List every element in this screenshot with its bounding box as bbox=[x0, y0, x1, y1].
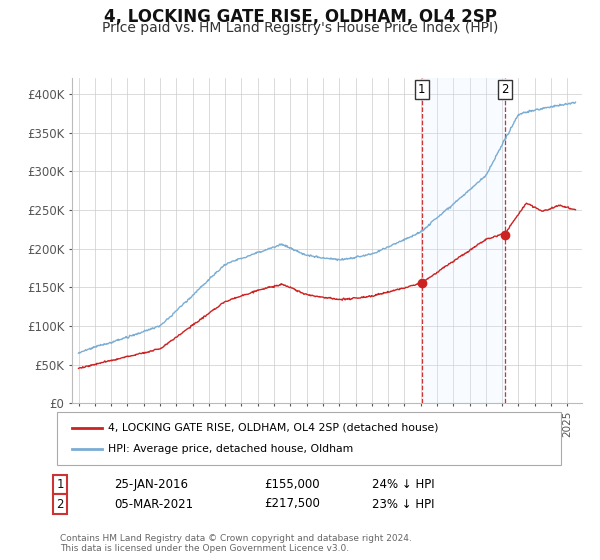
Text: 2: 2 bbox=[501, 83, 509, 96]
Bar bbox=[422, 78, 505, 403]
Text: £155,000: £155,000 bbox=[264, 478, 320, 491]
Text: 23% ↓ HPI: 23% ↓ HPI bbox=[372, 497, 434, 511]
Text: 1: 1 bbox=[418, 83, 425, 96]
Text: Contains HM Land Registry data © Crown copyright and database right 2024.
This d: Contains HM Land Registry data © Crown c… bbox=[60, 534, 412, 553]
Text: Price paid vs. HM Land Registry's House Price Index (HPI): Price paid vs. HM Land Registry's House … bbox=[102, 21, 498, 35]
Text: 25-JAN-2016: 25-JAN-2016 bbox=[114, 478, 188, 491]
Text: 4, LOCKING GATE RISE, OLDHAM, OL4 2SP (detached house): 4, LOCKING GATE RISE, OLDHAM, OL4 2SP (d… bbox=[108, 423, 439, 433]
Text: HPI: Average price, detached house, Oldham: HPI: Average price, detached house, Oldh… bbox=[108, 444, 353, 454]
Text: £217,500: £217,500 bbox=[264, 497, 320, 511]
Text: 1: 1 bbox=[56, 478, 64, 491]
Text: 2: 2 bbox=[56, 497, 64, 511]
Text: 24% ↓ HPI: 24% ↓ HPI bbox=[372, 478, 434, 491]
Text: 05-MAR-2021: 05-MAR-2021 bbox=[114, 497, 193, 511]
Text: 4, LOCKING GATE RISE, OLDHAM, OL4 2SP: 4, LOCKING GATE RISE, OLDHAM, OL4 2SP bbox=[104, 8, 496, 26]
